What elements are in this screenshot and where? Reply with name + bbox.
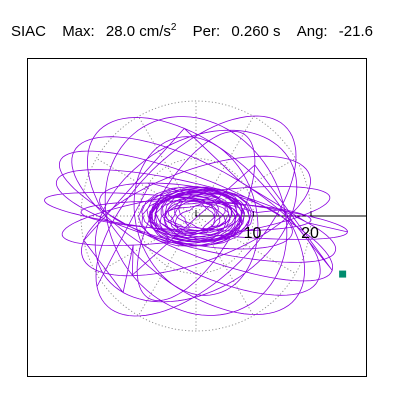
grid-spoke-300 xyxy=(195,215,254,316)
max-label: Max: xyxy=(62,23,95,40)
grid-spoke-150 xyxy=(96,158,197,217)
station-name: SIAC xyxy=(11,23,47,40)
max-unit-power: 2 xyxy=(170,22,177,33)
grid-spoke-330 xyxy=(195,215,296,274)
plot-frame xyxy=(27,58,367,377)
tick-label-10: 10 xyxy=(244,225,262,242)
grid-spoke-30 xyxy=(195,158,296,217)
ang-label: Ang: xyxy=(296,23,328,40)
end-marker xyxy=(339,270,347,278)
tick-label-20: 20 xyxy=(301,225,319,242)
grid-spoke-60 xyxy=(195,116,254,217)
end-point-marker xyxy=(339,270,347,278)
per-value: 0.260 s xyxy=(231,23,281,40)
grid-spoke-120 xyxy=(138,116,197,217)
plot-header: SIAC Max: 28.0 cm/s2 Per: 0.260 s Ang: -… xyxy=(11,17,373,40)
grid-spoke-210 xyxy=(96,215,197,274)
tick-labels: 10 20 xyxy=(244,225,319,242)
max-unit: cm/s2 xyxy=(139,22,177,40)
motion-trace xyxy=(44,115,349,317)
trace-loops xyxy=(44,115,349,317)
per-label: Per: xyxy=(192,23,221,40)
trace-core xyxy=(138,186,254,247)
grid-spoke-240 xyxy=(138,215,197,316)
max-value: 28.0 xyxy=(105,23,136,40)
ang-value: -21.6 xyxy=(338,23,373,40)
